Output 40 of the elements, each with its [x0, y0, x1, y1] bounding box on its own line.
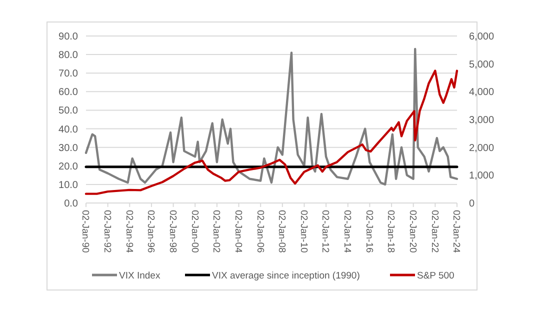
y2-tick-label: 0: [469, 198, 475, 210]
y2-tick-label: 3,000: [469, 115, 494, 126]
y-tick-label: 30.0: [58, 142, 78, 154]
x-tick-label: 02-Jan-96: [145, 210, 156, 253]
legend-label: VIX Index: [119, 270, 160, 282]
y-tick-label: 50.0: [58, 106, 78, 117]
x-tick-label: 02-Jan-90: [80, 210, 91, 253]
x-tick-label: 02-Jan-12: [320, 210, 331, 253]
legend-label: S&P 500: [417, 270, 454, 282]
y2-tick-label: 2,000: [469, 142, 494, 154]
y-tick-label: 70.0: [58, 68, 78, 80]
y-tick-label: 20.0: [58, 161, 78, 172]
x-tick-label: 02-Jan-06: [254, 210, 266, 253]
x-tick-label: 02-Jan-14: [342, 210, 353, 253]
y2-tick-label: 6,000: [469, 32, 494, 42]
legend-label: VIX average since inception (1990): [212, 270, 360, 282]
x-tick-label: 02-Jan-02: [210, 210, 222, 253]
x-tick-label: 02-Jan-18: [385, 210, 396, 253]
y2-tick-label: 4,000: [469, 87, 494, 98]
x-tick-label: 02-Jan-92: [101, 210, 112, 253]
x-tick-label: 02-Jan-00: [188, 210, 200, 253]
y-tick-label: 60.0: [58, 87, 78, 98]
line-series: [84, 48, 458, 186]
y-tick-label: 90.0: [58, 32, 78, 42]
y-tick-label: 10.0: [58, 180, 78, 191]
y2-tick-label: 5,000: [469, 59, 494, 70]
y-tick-label: 0.0: [64, 198, 78, 210]
x-tick-label: 02-Jan-10: [298, 210, 309, 253]
x-tick-label: 02-Jan-08: [276, 210, 288, 253]
x-tick-label: 02-Jan-94: [123, 210, 134, 253]
x-tick-label: 02-Jan-16: [363, 210, 374, 253]
x-tick-label: 02-Jan-04: [232, 210, 244, 253]
y2-tick-label: 1,000: [469, 170, 494, 182]
x-tick-label: 02-Jan-24: [450, 210, 462, 253]
x-tick-label: 02-Jan-98: [166, 210, 178, 253]
line-series: [84, 70, 458, 195]
x-tick-label: 02-Jan-22: [428, 210, 440, 253]
y-tick-label: 80.0: [58, 50, 78, 62]
y-tick-label: 40.0: [58, 124, 78, 136]
x-tick-label: 02-Jan-20: [407, 210, 418, 253]
